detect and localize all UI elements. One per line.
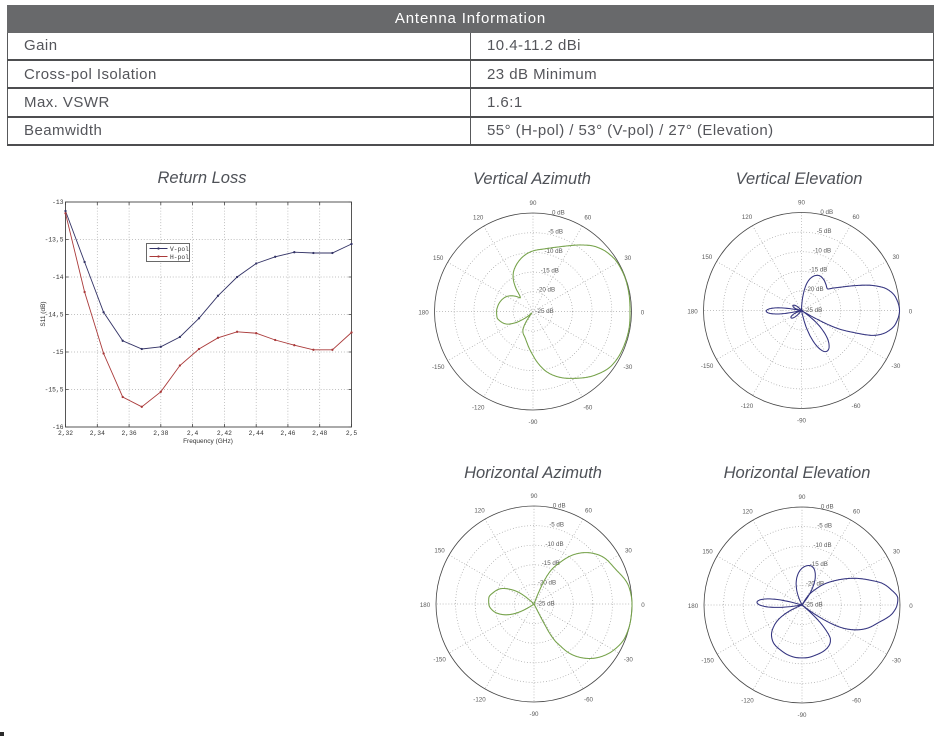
- svg-text:Frequency (GHz): Frequency (GHz): [183, 438, 233, 445]
- svg-text:-30: -30: [624, 657, 634, 664]
- svg-text:180: 180: [688, 603, 699, 610]
- svg-text:0 dB: 0 dB: [552, 209, 565, 216]
- svg-text:0: 0: [641, 310, 645, 317]
- svg-text:-15,5: -15,5: [45, 387, 64, 394]
- svg-text:-120: -120: [741, 403, 754, 410]
- svg-text:H-pol: H-pol: [170, 254, 189, 261]
- svg-text:-5 dB: -5 dB: [817, 523, 832, 530]
- svg-text:-150: -150: [433, 657, 446, 664]
- svg-text:-90: -90: [529, 419, 539, 426]
- svg-text:30: 30: [624, 255, 631, 262]
- svg-text:-25 dB: -25 dB: [536, 308, 554, 315]
- svg-text:2,38: 2,38: [153, 430, 168, 437]
- svg-text:-20 dB: -20 dB: [805, 286, 823, 293]
- svg-text:30: 30: [625, 548, 632, 555]
- svg-text:60: 60: [853, 214, 860, 221]
- svg-text:60: 60: [585, 508, 592, 515]
- svg-text:S11 (dB): S11 (dB): [40, 301, 47, 326]
- svg-text:Horizontal Azimuth: Horizontal Azimuth: [464, 464, 602, 482]
- svg-text:Vertical Elevation: Vertical Elevation: [736, 170, 863, 188]
- svg-text:-20 dB: -20 dB: [806, 580, 824, 587]
- svg-text:120: 120: [473, 215, 484, 222]
- svg-text:-30: -30: [891, 363, 901, 370]
- svg-text:90: 90: [798, 200, 805, 207]
- svg-text:180: 180: [418, 310, 429, 317]
- svg-text:-15 dB: -15 dB: [542, 560, 560, 567]
- svg-text:2,4: 2,4: [187, 430, 199, 437]
- svg-text:V-pol: V-pol: [170, 246, 189, 253]
- svg-text:2,44: 2,44: [249, 430, 264, 437]
- svg-text:-10 dB: -10 dB: [813, 542, 831, 549]
- svg-text:-5 dB: -5 dB: [548, 229, 563, 236]
- svg-text:-20 dB: -20 dB: [538, 579, 556, 586]
- svg-text:2,42: 2,42: [217, 430, 232, 437]
- svg-text:-30: -30: [892, 658, 902, 665]
- svg-text:90: 90: [530, 200, 537, 207]
- svg-text:-120: -120: [473, 696, 486, 703]
- svg-text:-15 dB: -15 dB: [541, 267, 559, 274]
- svg-text:-13: -13: [52, 199, 64, 206]
- svg-text:120: 120: [742, 214, 753, 221]
- svg-text:150: 150: [702, 254, 713, 261]
- svg-text:-10 dB: -10 dB: [545, 541, 563, 548]
- svg-text:180: 180: [420, 602, 431, 609]
- svg-text:-15: -15: [52, 349, 64, 356]
- svg-text:60: 60: [584, 215, 591, 222]
- svg-text:0 dB: 0 dB: [553, 502, 566, 509]
- svg-text:-120: -120: [472, 404, 485, 411]
- svg-text:-120: -120: [741, 697, 754, 704]
- svg-text:Vertical Azimuth: Vertical Azimuth: [473, 170, 591, 188]
- svg-text:2,34: 2,34: [90, 430, 105, 437]
- svg-text:120: 120: [474, 508, 485, 515]
- svg-text:-60: -60: [852, 403, 862, 410]
- svg-text:-60: -60: [583, 404, 593, 411]
- svg-text:-25 dB: -25 dB: [805, 602, 823, 609]
- svg-text:Horizontal Elevation: Horizontal Elevation: [724, 464, 871, 482]
- svg-text:0: 0: [909, 603, 913, 610]
- svg-text:-30: -30: [623, 364, 633, 371]
- svg-text:2,32: 2,32: [58, 430, 73, 437]
- svg-text:Return Loss: Return Loss: [158, 169, 247, 187]
- svg-text:-10 dB: -10 dB: [813, 247, 831, 254]
- svg-text:-150: -150: [701, 363, 714, 370]
- svg-text:-15 dB: -15 dB: [810, 561, 828, 568]
- svg-text:-16: -16: [52, 424, 64, 431]
- svg-text:-90: -90: [797, 418, 807, 425]
- svg-text:-13,5: -13,5: [45, 237, 64, 244]
- svg-text:30: 30: [893, 549, 900, 556]
- svg-text:150: 150: [702, 549, 713, 556]
- svg-text:-60: -60: [852, 697, 862, 704]
- svg-text:30: 30: [892, 254, 899, 261]
- svg-text:-10 dB: -10 dB: [545, 248, 563, 255]
- svg-text:-5 dB: -5 dB: [817, 228, 832, 235]
- svg-text:-5 dB: -5 dB: [549, 522, 564, 529]
- svg-text:2,5: 2,5: [346, 430, 358, 437]
- svg-text:2,36: 2,36: [122, 430, 137, 437]
- svg-text:120: 120: [742, 509, 753, 516]
- svg-text:2,46: 2,46: [280, 430, 295, 437]
- svg-text:-15 dB: -15 dB: [809, 267, 827, 274]
- svg-text:150: 150: [433, 255, 444, 262]
- svg-text:-25 dB: -25 dB: [804, 307, 822, 314]
- svg-text:-14,5: -14,5: [45, 312, 64, 319]
- svg-text:0 dB: 0 dB: [820, 209, 833, 216]
- svg-text:90: 90: [799, 494, 806, 501]
- svg-text:0 dB: 0 dB: [821, 503, 834, 510]
- svg-text:90: 90: [531, 493, 538, 500]
- svg-text:-60: -60: [584, 696, 594, 703]
- svg-text:60: 60: [853, 509, 860, 516]
- svg-text:2,48: 2,48: [312, 430, 327, 437]
- svg-text:-150: -150: [701, 658, 714, 665]
- svg-text:-25 dB: -25 dB: [537, 601, 555, 608]
- svg-text:150: 150: [434, 548, 445, 555]
- svg-text:-20 dB: -20 dB: [537, 287, 555, 294]
- svg-text:-14: -14: [52, 274, 64, 281]
- svg-text:0: 0: [909, 309, 913, 316]
- svg-text:180: 180: [687, 309, 698, 316]
- svg-text:-150: -150: [432, 364, 445, 371]
- svg-text:0: 0: [641, 602, 645, 609]
- svg-text:-90: -90: [798, 712, 808, 719]
- svg-text:-90: -90: [530, 711, 540, 718]
